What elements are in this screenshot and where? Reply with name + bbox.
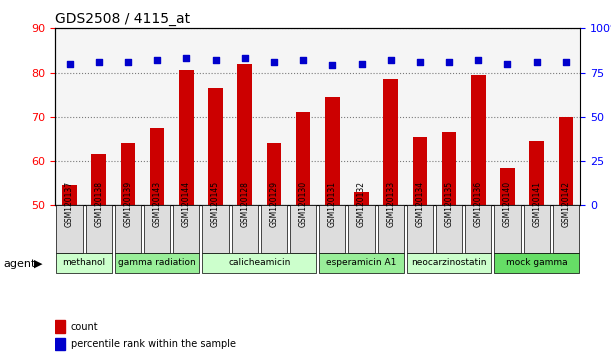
Point <box>503 61 513 67</box>
Text: GDS2508 / 4115_at: GDS2508 / 4115_at <box>55 12 190 26</box>
Bar <box>500 168 514 205</box>
Bar <box>92 154 106 205</box>
FancyBboxPatch shape <box>494 253 579 273</box>
FancyBboxPatch shape <box>319 253 404 273</box>
Text: GSM120129: GSM120129 <box>269 181 279 227</box>
Text: GSM120134: GSM120134 <box>415 181 425 227</box>
Bar <box>412 137 427 205</box>
FancyBboxPatch shape <box>407 253 491 273</box>
FancyBboxPatch shape <box>465 205 491 253</box>
Bar <box>238 64 252 205</box>
Bar <box>150 128 164 205</box>
Bar <box>62 185 77 205</box>
Text: GSM120132: GSM120132 <box>357 181 366 227</box>
Bar <box>471 75 486 205</box>
Text: GSM120143: GSM120143 <box>153 181 162 227</box>
Bar <box>55 320 65 333</box>
Text: percentile rank within the sample: percentile rank within the sample <box>71 339 236 349</box>
FancyBboxPatch shape <box>261 205 287 253</box>
Bar <box>120 143 135 205</box>
Text: neocarzinostatin: neocarzinostatin <box>411 258 487 267</box>
Bar <box>208 88 223 205</box>
FancyBboxPatch shape <box>524 205 550 253</box>
Point <box>474 57 483 63</box>
FancyBboxPatch shape <box>174 205 199 253</box>
Text: GSM120145: GSM120145 <box>211 181 220 227</box>
Point <box>65 61 75 67</box>
Text: ▶: ▶ <box>34 259 42 269</box>
Text: count: count <box>71 322 98 332</box>
Text: GSM120130: GSM120130 <box>299 181 307 227</box>
Text: GSM120131: GSM120131 <box>328 181 337 227</box>
Text: GSM120139: GSM120139 <box>123 181 133 227</box>
FancyBboxPatch shape <box>86 205 112 253</box>
FancyBboxPatch shape <box>56 253 112 273</box>
Text: GSM120138: GSM120138 <box>94 181 103 227</box>
Text: GSM120144: GSM120144 <box>182 181 191 227</box>
Point <box>269 59 279 65</box>
Text: methanol: methanol <box>62 258 106 267</box>
Bar <box>354 192 369 205</box>
FancyBboxPatch shape <box>553 205 579 253</box>
Bar <box>296 113 310 205</box>
FancyBboxPatch shape <box>202 253 316 273</box>
Bar <box>442 132 456 205</box>
Text: GSM120142: GSM120142 <box>562 181 570 227</box>
Point <box>94 59 104 65</box>
FancyBboxPatch shape <box>290 205 316 253</box>
Text: agent: agent <box>3 259 35 269</box>
FancyBboxPatch shape <box>115 253 199 273</box>
Bar <box>384 79 398 205</box>
Text: GSM120135: GSM120135 <box>445 181 453 227</box>
Bar <box>529 141 544 205</box>
FancyBboxPatch shape <box>202 205 229 253</box>
Point <box>415 59 425 65</box>
Point <box>123 59 133 65</box>
Text: esperamicin A1: esperamicin A1 <box>326 258 397 267</box>
Point <box>211 57 221 63</box>
Point <box>532 59 541 65</box>
Point <box>327 63 337 68</box>
Text: mock gamma: mock gamma <box>506 258 568 267</box>
FancyBboxPatch shape <box>348 205 375 253</box>
Point <box>181 56 191 61</box>
FancyBboxPatch shape <box>319 205 345 253</box>
Point <box>298 57 308 63</box>
FancyBboxPatch shape <box>115 205 141 253</box>
Bar <box>266 143 281 205</box>
Text: GSM120128: GSM120128 <box>240 181 249 227</box>
FancyBboxPatch shape <box>494 205 521 253</box>
FancyBboxPatch shape <box>407 205 433 253</box>
Text: GSM120133: GSM120133 <box>386 181 395 227</box>
Text: GSM120141: GSM120141 <box>532 181 541 227</box>
Point <box>561 59 571 65</box>
FancyBboxPatch shape <box>56 205 82 253</box>
Point <box>240 56 250 61</box>
Point <box>386 57 395 63</box>
Point <box>152 57 162 63</box>
Bar <box>179 70 194 205</box>
FancyBboxPatch shape <box>378 205 404 253</box>
FancyBboxPatch shape <box>232 205 258 253</box>
Text: GSM120140: GSM120140 <box>503 181 512 227</box>
Text: calicheamicin: calicheamicin <box>228 258 290 267</box>
FancyBboxPatch shape <box>144 205 170 253</box>
Bar <box>55 338 65 350</box>
Text: GSM120136: GSM120136 <box>474 181 483 227</box>
Text: gamma radiation: gamma radiation <box>119 258 196 267</box>
FancyBboxPatch shape <box>436 205 462 253</box>
Point <box>357 61 367 67</box>
Text: GSM120137: GSM120137 <box>65 181 74 227</box>
Bar <box>325 97 340 205</box>
Point <box>444 59 454 65</box>
Bar <box>558 117 573 205</box>
